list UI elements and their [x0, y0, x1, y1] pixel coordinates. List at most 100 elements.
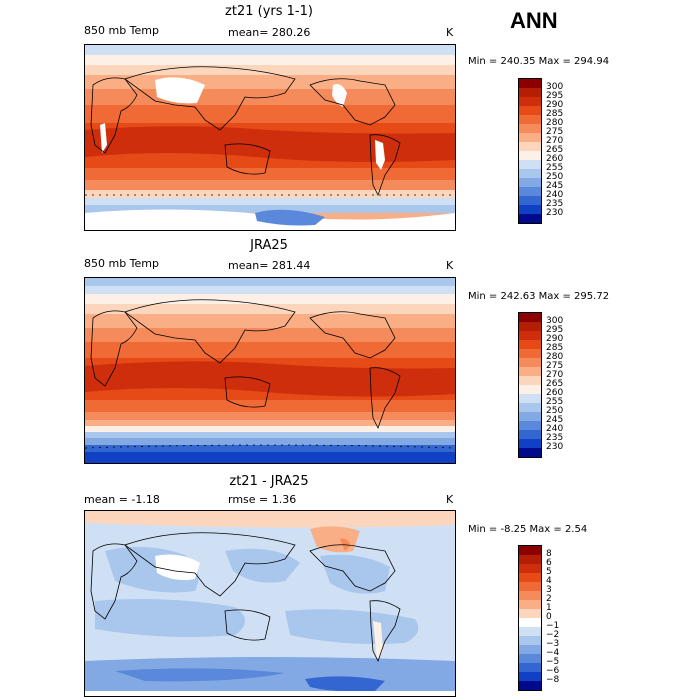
colorbar-3-swatch: [519, 582, 541, 591]
colorbar-1-swatch: [519, 142, 541, 151]
colorbar-1-tick: 230: [546, 208, 564, 218]
panel-3-mean: mean = -1.18: [84, 493, 160, 506]
colorbar-2-tick: 290: [546, 334, 564, 344]
panel-1-title: zt21 (yrs 1-1): [225, 4, 313, 19]
colorbar-2-tick: 235: [546, 433, 564, 443]
colorbar-2-tick: 275: [546, 361, 564, 371]
colorbar-2-tick: 270: [546, 370, 564, 380]
colorbar-2-swatch: [519, 331, 541, 340]
panel-3-map: [84, 510, 456, 697]
colorbar-3-swatch: [519, 663, 541, 672]
colorbar-3-swatch: [519, 627, 541, 636]
colorbar-2-swatch: [519, 430, 541, 439]
colorbar-1-swatch: [519, 160, 541, 169]
colorbar-1-swatch: [519, 79, 541, 88]
colorbar-3-tick: 1: [546, 603, 552, 613]
colorbar-3-tick: −3: [546, 639, 560, 649]
colorbar-1-swatch: [519, 133, 541, 142]
colorbar-3-tick: −5: [546, 657, 560, 667]
colorbar-2-tick: 280: [546, 352, 564, 362]
colorbar-1-tick: 235: [546, 199, 564, 209]
panel-1-minmax: Min = 240.35 Max = 294.94: [468, 56, 610, 67]
colorbar-2-swatch: [519, 376, 541, 385]
panel-3-units: K: [446, 493, 454, 506]
panel-1-map: [84, 44, 456, 231]
colorbar-3-swatch: [519, 609, 541, 618]
colorbar-1-tick: 280: [546, 118, 564, 128]
colorbar-3-swatch: [519, 591, 541, 600]
colorbar-3-tick: 8: [546, 549, 552, 559]
colorbar-2-tick: 300: [546, 316, 564, 326]
panel-3-rmse: rmse = 1.36: [228, 493, 297, 506]
colorbar-1-swatch: [519, 187, 541, 196]
colorbar-1-swatch: [519, 196, 541, 205]
panel-2-colorbar: [518, 312, 542, 458]
colorbar-3-tick: 6: [546, 558, 552, 568]
panel-1-mean: mean= 280.26: [228, 26, 311, 39]
colorbar-3-tick: −2: [546, 630, 560, 640]
colorbar-3-swatch: [519, 600, 541, 609]
colorbar-1-swatch: [519, 106, 541, 115]
colorbar-2-tick: 255: [546, 397, 564, 407]
colorbar-1-swatch: [519, 97, 541, 106]
panel-2-units: K: [446, 259, 454, 272]
colorbar-3-swatch: [519, 564, 541, 573]
colorbar-3-tick: −4: [546, 648, 560, 658]
panel-3-minmax: Min = -8.25 Max = 2.54: [468, 524, 588, 535]
colorbar-3-tick: 3: [546, 585, 552, 595]
panel-1-variable-label: 850 mb Temp: [84, 24, 160, 37]
colorbar-3-tick: 2: [546, 594, 552, 604]
colorbar-1-swatch: [519, 124, 541, 133]
colorbar-3-swatch: [519, 618, 541, 627]
colorbar-1-swatch: [519, 178, 541, 187]
colorbar-2-tick: 245: [546, 415, 564, 425]
colorbar-3-tick: 0: [546, 612, 552, 622]
colorbar-2-tick: 230: [546, 442, 564, 452]
colorbar-3-tick: 5: [546, 567, 552, 577]
colorbar-2-swatch: [519, 421, 541, 430]
colorbar-2-swatch: [519, 367, 541, 376]
colorbar-1-swatch: [519, 205, 541, 214]
panel-3-title: zt21 - JRA25: [229, 474, 309, 489]
panel-2-title: JRA25: [250, 238, 288, 253]
colorbar-2-swatch: [519, 448, 541, 457]
panel-1-units: K: [446, 26, 454, 39]
colorbar-2-swatch: [519, 322, 541, 331]
colorbar-2-swatch: [519, 313, 541, 322]
colorbar-2-swatch: [519, 349, 541, 358]
colorbar-3-tick: 4: [546, 576, 552, 586]
colorbar-2-tick: 285: [546, 343, 564, 353]
colorbar-1-tick: 290: [546, 100, 564, 110]
season-label: ANN: [510, 8, 558, 33]
colorbar-1-tick: 265: [546, 145, 564, 155]
panel-3-colorbar-labels: 8 6 5 4 3 2 1 0 −1 −2 −3 −4 −5 −6 −8: [546, 550, 559, 685]
colorbar-1-swatch: [519, 115, 541, 124]
colorbar-2-swatch: [519, 412, 541, 421]
colorbar-3-swatch: [519, 636, 541, 645]
colorbar-2-tick: 240: [546, 424, 564, 434]
colorbar-1-tick: 270: [546, 136, 564, 146]
panel-1-colorbar-labels: 300 295 290 285 280 275 270 265 260 255 …: [546, 83, 563, 218]
colorbar-2-swatch: [519, 394, 541, 403]
colorbar-1-tick: 295: [546, 91, 564, 101]
colorbar-2-swatch: [519, 358, 541, 367]
colorbar-1-swatch: [519, 169, 541, 178]
colorbar-3-swatch: [519, 546, 541, 555]
panel-2-mean: mean= 281.44: [228, 259, 311, 272]
colorbar-1-tick: 250: [546, 172, 564, 182]
colorbar-3-tick: −8: [546, 675, 560, 685]
colorbar-2-swatch: [519, 403, 541, 412]
colorbar-1-tick: 275: [546, 127, 564, 137]
colorbar-2-swatch: [519, 439, 541, 448]
colorbar-3-swatch: [519, 654, 541, 663]
colorbar-1-swatch: [519, 214, 541, 223]
colorbar-1-tick: 300: [546, 82, 564, 92]
colorbar-3-swatch: [519, 681, 541, 690]
colorbar-1-tick: 255: [546, 163, 564, 173]
colorbar-1-swatch: [519, 151, 541, 160]
panel-3-colorbar: [518, 545, 542, 691]
colorbar-3-tick: −6: [546, 666, 560, 676]
panel-2-colorbar-labels: 300 295 290 285 280 275 270 265 260 255 …: [546, 317, 563, 452]
colorbar-1-swatch: [519, 88, 541, 97]
colorbar-3-swatch: [519, 672, 541, 681]
